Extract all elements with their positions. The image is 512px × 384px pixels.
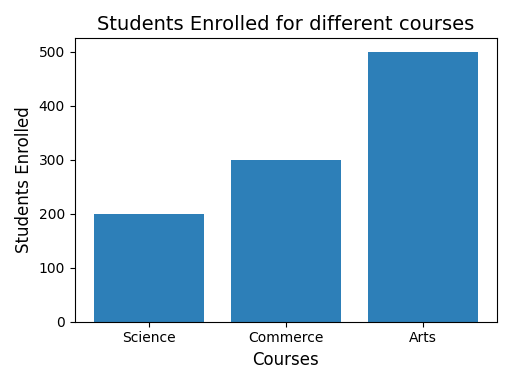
Bar bbox=[231, 160, 340, 322]
Bar bbox=[94, 214, 204, 322]
Title: Students Enrolled for different courses: Students Enrolled for different courses bbox=[97, 15, 475, 34]
Bar bbox=[368, 52, 478, 322]
Y-axis label: Students Enrolled: Students Enrolled bbox=[15, 107, 33, 253]
X-axis label: Courses: Courses bbox=[252, 351, 319, 369]
